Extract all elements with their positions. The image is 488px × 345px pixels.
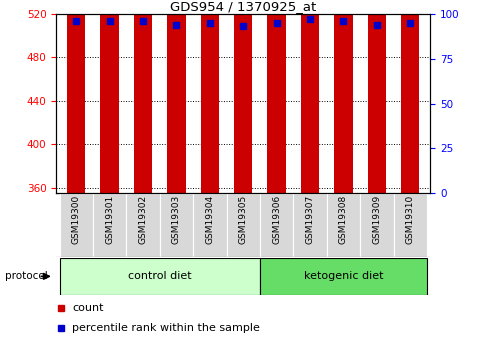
Bar: [67, 0, 85, 193]
Bar: [126, 193, 160, 257]
Bar: [160, 193, 193, 257]
Bar: [134, 0, 152, 193]
Text: control diet: control diet: [128, 272, 191, 281]
Bar: [260, 193, 293, 257]
Bar: [193, 193, 226, 257]
Title: GDS954 / 1370925_at: GDS954 / 1370925_at: [170, 0, 316, 13]
Bar: [267, 0, 285, 193]
Bar: [293, 193, 326, 257]
Bar: [60, 258, 260, 295]
Bar: [167, 0, 185, 193]
Text: GSM19305: GSM19305: [238, 195, 247, 244]
Bar: [400, 0, 419, 193]
Bar: [200, 0, 219, 193]
Bar: [393, 193, 426, 257]
Text: percentile rank within the sample: percentile rank within the sample: [72, 323, 259, 333]
Bar: [101, 0, 119, 193]
Text: GSM19310: GSM19310: [405, 195, 414, 244]
Bar: [300, 0, 319, 193]
Text: GSM19303: GSM19303: [172, 195, 181, 244]
Bar: [60, 193, 93, 257]
Text: GSM19302: GSM19302: [138, 195, 147, 244]
Bar: [334, 0, 352, 193]
Bar: [226, 193, 260, 257]
Bar: [360, 193, 393, 257]
Text: GSM19308: GSM19308: [338, 195, 347, 244]
Text: protocol: protocol: [5, 272, 47, 281]
Text: count: count: [72, 303, 103, 313]
Bar: [367, 0, 385, 193]
Bar: [326, 193, 360, 257]
Text: GSM19307: GSM19307: [305, 195, 314, 244]
Text: GSM19309: GSM19309: [372, 195, 381, 244]
Text: GSM19300: GSM19300: [72, 195, 81, 244]
Bar: [234, 0, 252, 193]
Text: GSM19306: GSM19306: [272, 195, 281, 244]
Text: ketogenic diet: ketogenic diet: [303, 272, 383, 281]
Bar: [93, 193, 126, 257]
Text: GSM19301: GSM19301: [105, 195, 114, 244]
Bar: [260, 258, 426, 295]
Text: GSM19304: GSM19304: [205, 195, 214, 244]
